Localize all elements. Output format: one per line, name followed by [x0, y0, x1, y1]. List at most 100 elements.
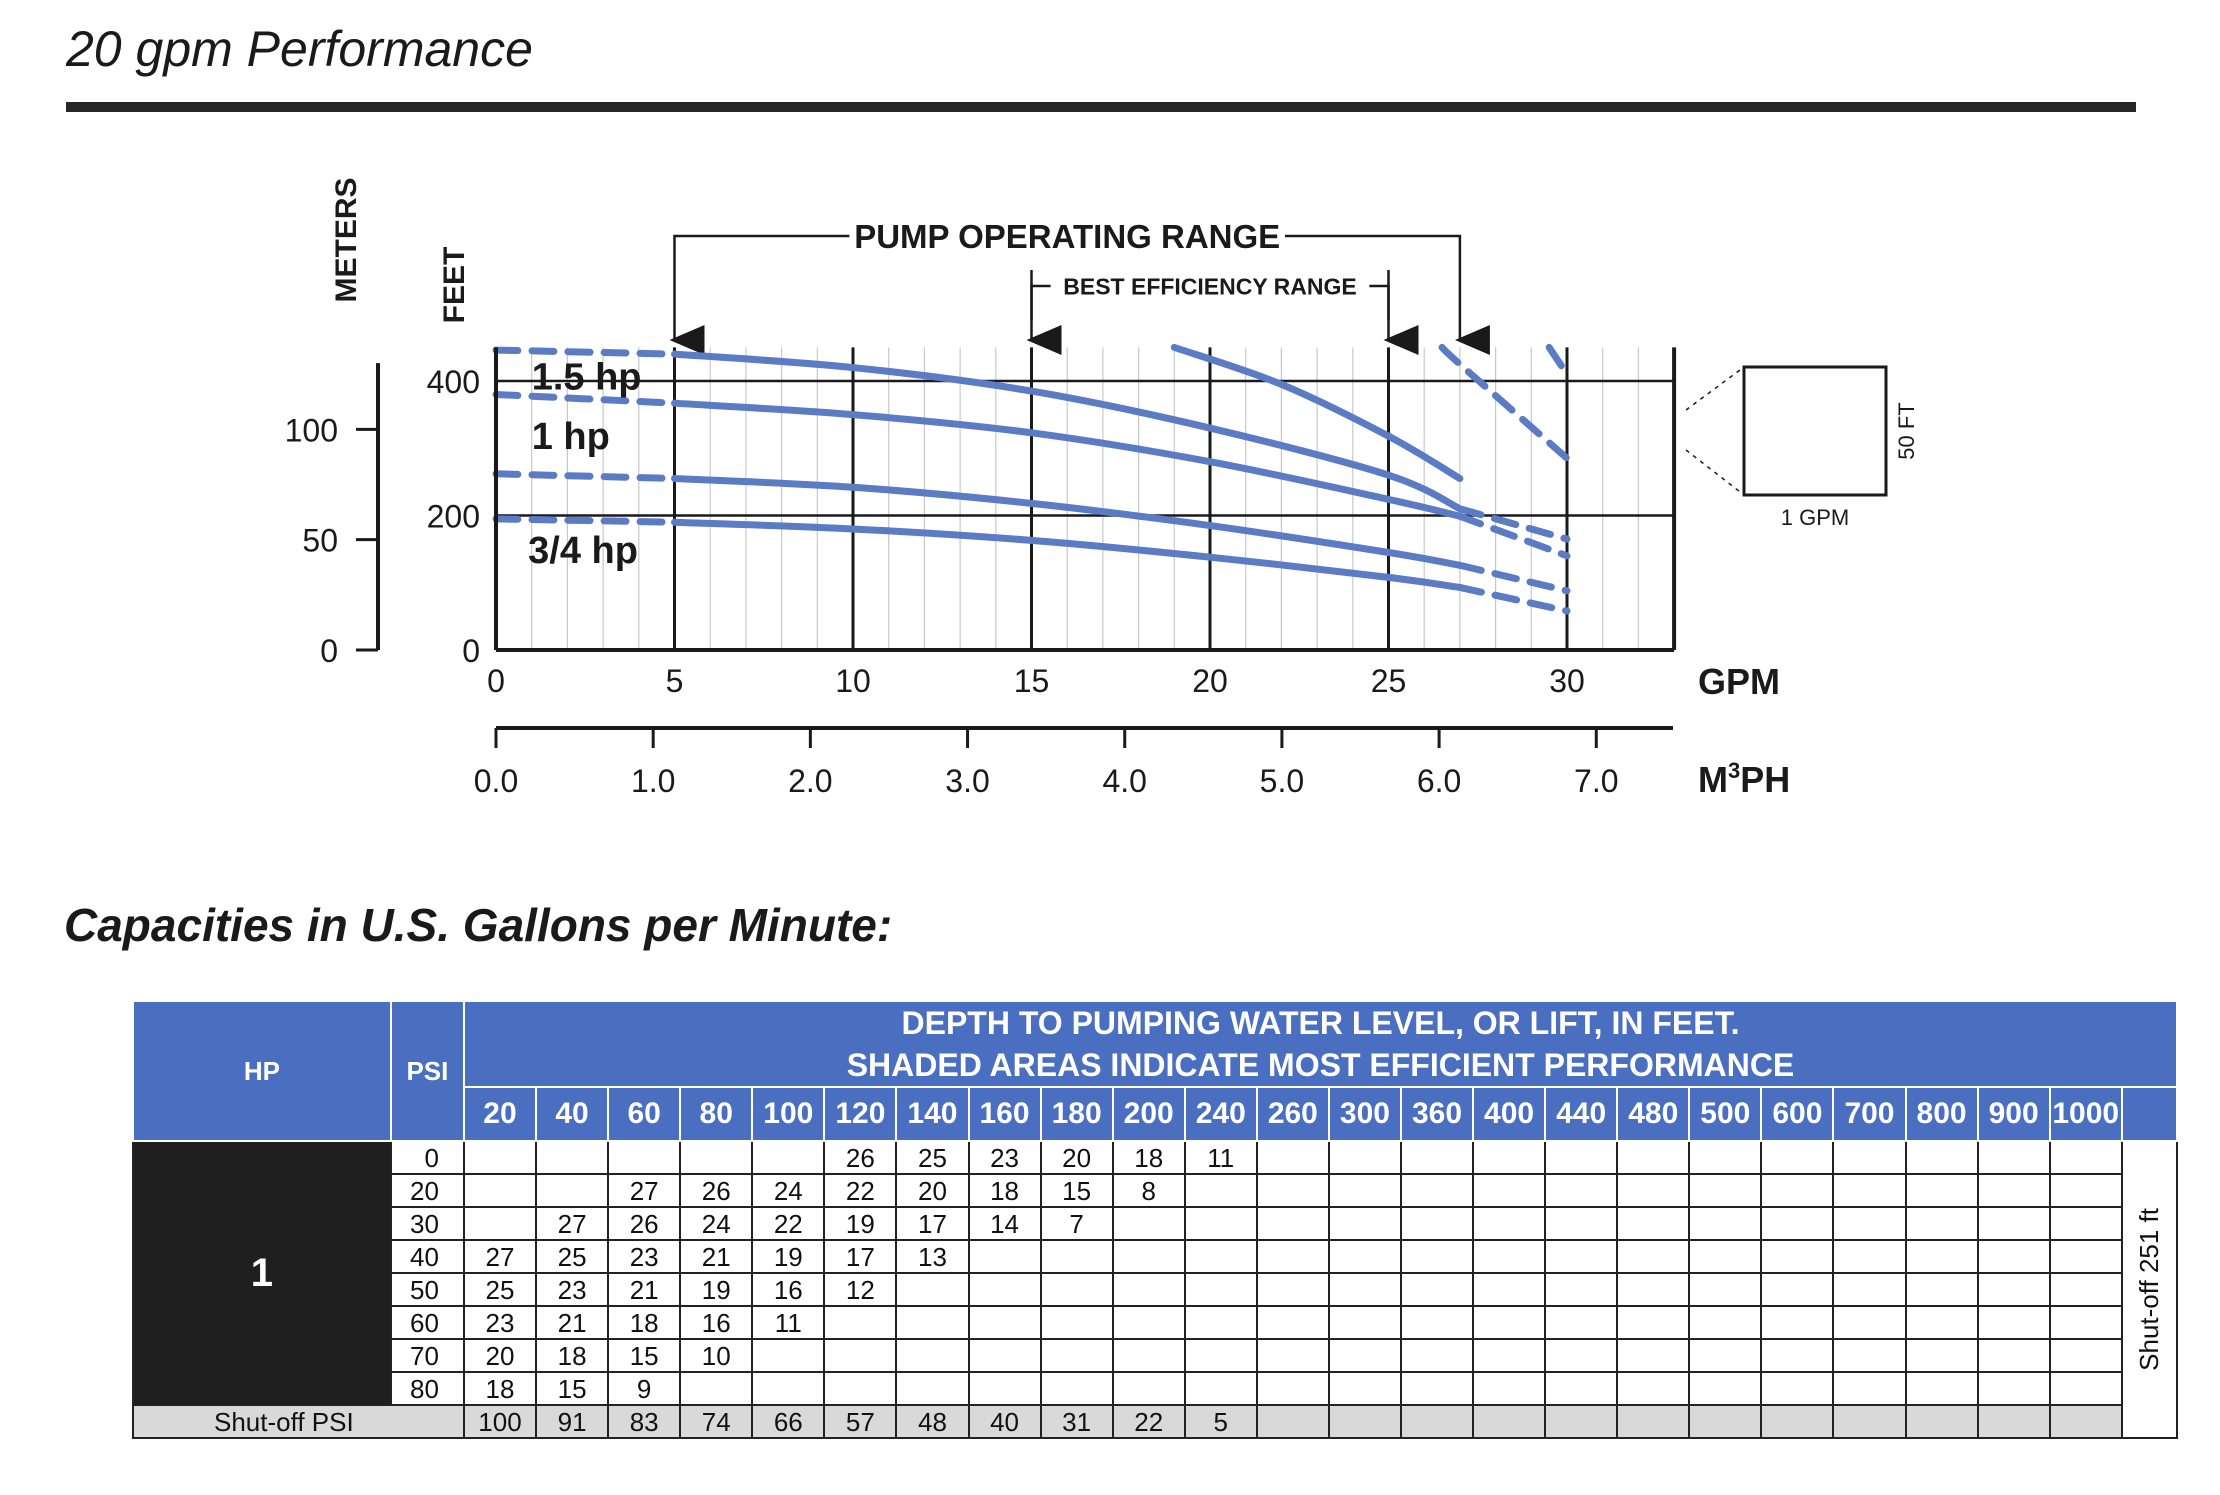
series-label: 3/4 hp	[528, 530, 638, 572]
capacity-cell	[1183, 1272, 1258, 1307]
capacity-cell	[1327, 1305, 1402, 1340]
chart-axes	[356, 347, 1677, 748]
capacity-cell	[1904, 1272, 1979, 1307]
capacity-cell	[462, 1140, 538, 1175]
capacity-cell: 21	[679, 1239, 754, 1274]
capacity-cell	[1399, 1206, 1475, 1241]
psi-value: 0	[389, 1140, 465, 1175]
capacity-cell	[2048, 1338, 2123, 1373]
capacity-cell	[1976, 1305, 2051, 1340]
capacity-cell: 23	[462, 1305, 538, 1340]
depth-header: 60	[607, 1086, 682, 1142]
capacity-cell	[535, 1173, 610, 1208]
capacity-cell: 27	[462, 1239, 538, 1274]
capacity-cell: 7	[1039, 1206, 1114, 1241]
capacity-cell	[1544, 1338, 1619, 1373]
m3ph-tick-label: 5.0	[1260, 763, 1304, 799]
capacity-cell	[1399, 1338, 1475, 1373]
shutoff-psi-row: Shut-off PSI 100 91 83 74 66 57 48 40 31 22 5	[132, 1404, 2177, 1439]
capacity-cell: 16	[679, 1305, 754, 1340]
depth-header: 1000	[2048, 1086, 2123, 1142]
depth-header: 240	[1183, 1086, 1258, 1142]
capacity-cell: 21	[607, 1272, 682, 1307]
capacity-cell: 27	[535, 1206, 610, 1241]
capacity-cell	[1111, 1239, 1186, 1274]
depth-header: 300	[1327, 1086, 1402, 1142]
capacity-cell	[1399, 1371, 1475, 1406]
capacity-cell	[1832, 1206, 1907, 1241]
capacity-cell: 11	[1183, 1140, 1258, 1175]
capacity-cell	[895, 1272, 970, 1307]
y-tick-label: 200	[427, 499, 480, 535]
x-tick-label: 0	[487, 663, 505, 699]
capacity-cell: 26	[679, 1173, 754, 1208]
capacity-cell	[1976, 1140, 2051, 1175]
capacity-cell	[1399, 1305, 1475, 1340]
shutoff-psi-value	[1327, 1404, 1402, 1439]
capacity-cell	[1760, 1173, 1835, 1208]
performance-chart: PUMP OPERATING RANGE BEST EFFICIENCY RANG…	[285, 177, 1919, 800]
table-row: 70 20 18 15 10	[133, 1338, 2177, 1373]
capacity-cell	[967, 1338, 1042, 1373]
capacity-cell: 19	[823, 1206, 898, 1241]
capacity-cell	[1904, 1239, 1979, 1274]
capacity-cell	[1111, 1206, 1186, 1241]
capacity-cell	[1111, 1371, 1186, 1406]
shutoff-psi-value: 31	[1039, 1404, 1114, 1439]
capacity-cell: 22	[751, 1206, 826, 1241]
shutoff-feet-note: Shut-off 251 ft	[2134, 1208, 2165, 1371]
psi-header: PSI	[389, 1000, 465, 1142]
capacity-cell: 22	[823, 1173, 898, 1208]
pump-operating-range-bracket-right	[1285, 234, 1462, 270]
capacity-cell: 21	[535, 1305, 610, 1340]
capacity-cell	[967, 1305, 1042, 1340]
inset-x-label: 1 GPM	[1781, 505, 1849, 530]
x-tick-label: 10	[835, 663, 871, 699]
capacity-cell: 15	[535, 1371, 610, 1406]
capacity-cell	[1183, 1338, 1258, 1373]
shutoff-psi-value: 48	[895, 1404, 970, 1439]
capacity-cell	[1760, 1338, 1835, 1373]
m3ph-tick-label: 4.0	[1102, 763, 1146, 799]
m3ph-axis-label: M3PH	[1698, 758, 1790, 800]
capacity-cell: 19	[679, 1272, 754, 1307]
m3ph-tick-label: 3.0	[945, 763, 989, 799]
capacity-cell	[823, 1371, 898, 1406]
depth-header: 600	[1760, 1086, 1835, 1142]
capacity-cell	[823, 1305, 898, 1340]
capacities-table-wrapper: HP PSI DEPTH TO PUMPING WATER LEVEL, OR LI…	[132, 1000, 2179, 1439]
capacity-cell	[1688, 1338, 1763, 1373]
meters-tick-label: 0	[320, 633, 338, 669]
shutoff-psi-value	[1976, 1404, 2051, 1439]
depth-banner-line2: SHADED AREAS INDICATE MOST EFFICIENT PER…	[462, 1044, 2179, 1088]
capacity-cell	[1760, 1371, 1835, 1406]
capacity-cell	[1183, 1371, 1258, 1406]
shutoff-psi-value	[1760, 1404, 1835, 1439]
curve-series-4-solid	[671, 518, 1464, 591]
capacity-cell	[2048, 1140, 2123, 1175]
capacity-cell	[1976, 1173, 2051, 1208]
capacity-cell	[1760, 1206, 1835, 1241]
capacities-title: Capacities in U.S. Gallons per Minute:	[64, 899, 893, 951]
capacity-cell: 23	[607, 1239, 682, 1274]
capacity-cell: 24	[751, 1173, 826, 1208]
title-rule	[66, 102, 2136, 112]
inset-leader	[1685, 366, 1745, 411]
capacity-cell	[751, 1371, 826, 1406]
capacity-cell	[1688, 1305, 1763, 1340]
capacity-cell	[1399, 1239, 1475, 1274]
x-tick-label: 5	[666, 663, 684, 699]
capacity-cell	[1904, 1371, 1979, 1406]
capacity-cell	[1327, 1140, 1402, 1175]
y-tick-label: 400	[427, 364, 480, 400]
depth-header: 140	[895, 1086, 970, 1142]
shutoff-psi-value: 40	[967, 1404, 1042, 1439]
capacity-cell	[1255, 1206, 1330, 1241]
capacity-cell	[1255, 1371, 1330, 1406]
capacity-cell: 13	[895, 1239, 970, 1274]
capacity-cell: 27	[607, 1173, 682, 1208]
capacity-cell: 25	[535, 1239, 610, 1274]
depth-banner-line1: DEPTH TO PUMPING WATER LEVEL, OR LIFT, I…	[462, 1000, 2179, 1044]
capacity-cell	[1832, 1173, 1907, 1208]
capacity-cell	[1904, 1206, 1979, 1241]
